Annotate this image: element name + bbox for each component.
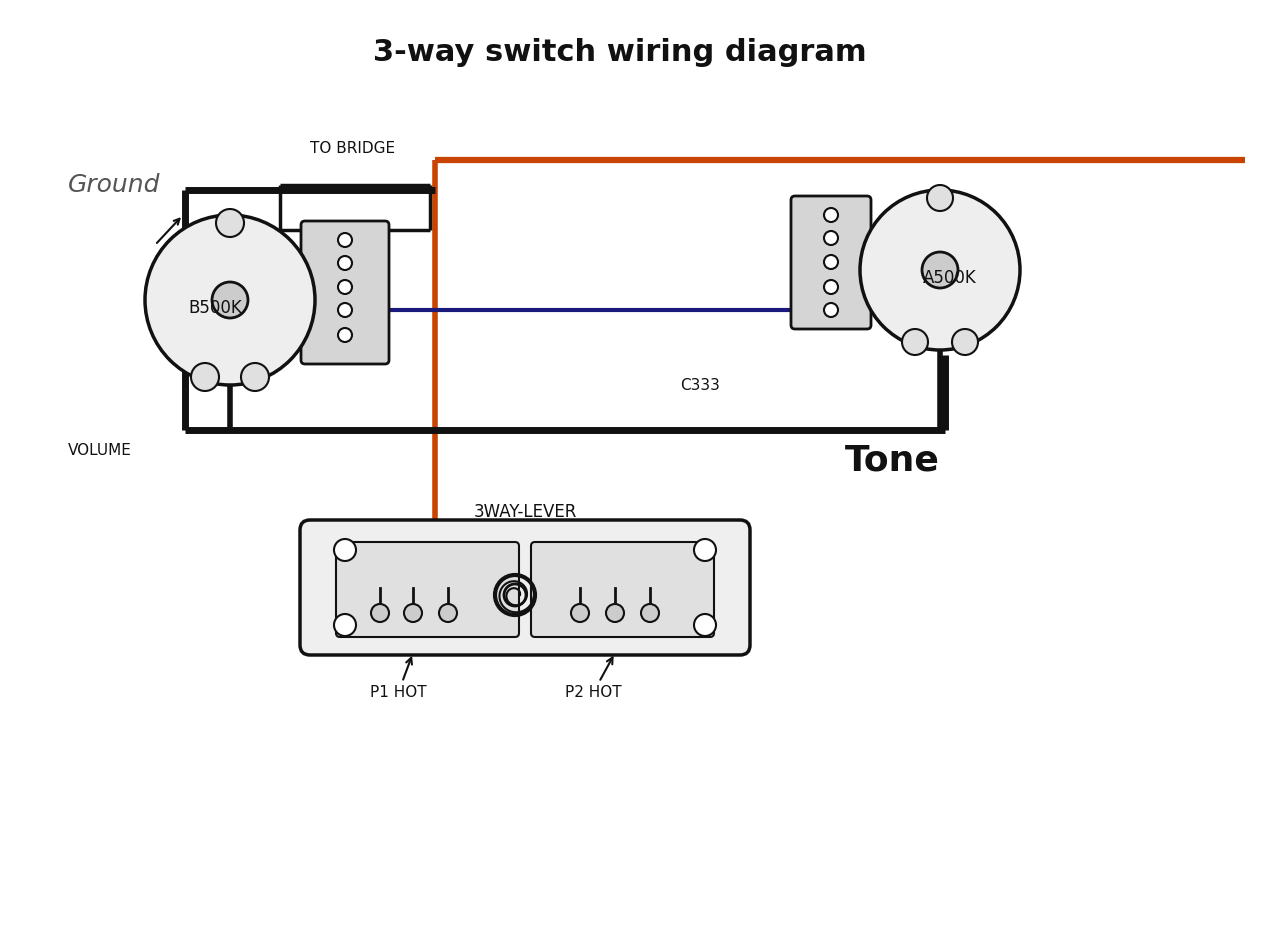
Text: C333: C333 bbox=[680, 377, 719, 392]
Circle shape bbox=[338, 233, 352, 247]
Circle shape bbox=[439, 604, 457, 622]
Text: TO BRIDGE: TO BRIDGE bbox=[310, 140, 396, 155]
Circle shape bbox=[641, 604, 659, 622]
Text: Ground: Ground bbox=[68, 173, 160, 197]
Circle shape bbox=[824, 280, 838, 294]
Circle shape bbox=[334, 539, 356, 561]
Text: VOLUME: VOLUME bbox=[68, 443, 132, 458]
FancyBboxPatch shape bbox=[301, 221, 389, 364]
Circle shape bbox=[241, 363, 269, 391]
FancyBboxPatch shape bbox=[335, 542, 518, 637]
Circle shape bbox=[824, 231, 838, 245]
Circle shape bbox=[216, 209, 244, 237]
Circle shape bbox=[338, 303, 352, 317]
Text: Tone: Tone bbox=[845, 443, 940, 477]
Text: A500K: A500K bbox=[923, 269, 977, 287]
Circle shape bbox=[404, 604, 422, 622]
FancyBboxPatch shape bbox=[531, 542, 714, 637]
Circle shape bbox=[338, 280, 352, 294]
Circle shape bbox=[571, 604, 589, 622]
Circle shape bbox=[191, 363, 219, 391]
Circle shape bbox=[922, 252, 957, 288]
Text: P2 HOT: P2 HOT bbox=[564, 658, 622, 700]
Circle shape bbox=[694, 614, 716, 636]
Text: 3WAY-LEVER: 3WAY-LEVER bbox=[474, 503, 577, 521]
Text: B500K: B500K bbox=[188, 299, 242, 317]
Circle shape bbox=[338, 328, 352, 342]
Circle shape bbox=[605, 604, 625, 622]
FancyBboxPatch shape bbox=[300, 520, 750, 655]
Circle shape bbox=[927, 185, 954, 211]
Text: 3-way switch wiring diagram: 3-way switch wiring diagram bbox=[374, 38, 867, 66]
FancyBboxPatch shape bbox=[791, 196, 870, 329]
Circle shape bbox=[334, 614, 356, 636]
Circle shape bbox=[371, 604, 389, 622]
Text: P1 HOT: P1 HOT bbox=[370, 658, 426, 700]
Circle shape bbox=[902, 329, 928, 355]
Circle shape bbox=[145, 215, 315, 385]
Circle shape bbox=[338, 256, 352, 270]
Circle shape bbox=[824, 208, 838, 222]
Circle shape bbox=[212, 282, 248, 318]
Circle shape bbox=[824, 255, 838, 269]
Circle shape bbox=[694, 539, 716, 561]
Circle shape bbox=[952, 329, 978, 355]
Circle shape bbox=[860, 190, 1020, 350]
Circle shape bbox=[824, 303, 838, 317]
